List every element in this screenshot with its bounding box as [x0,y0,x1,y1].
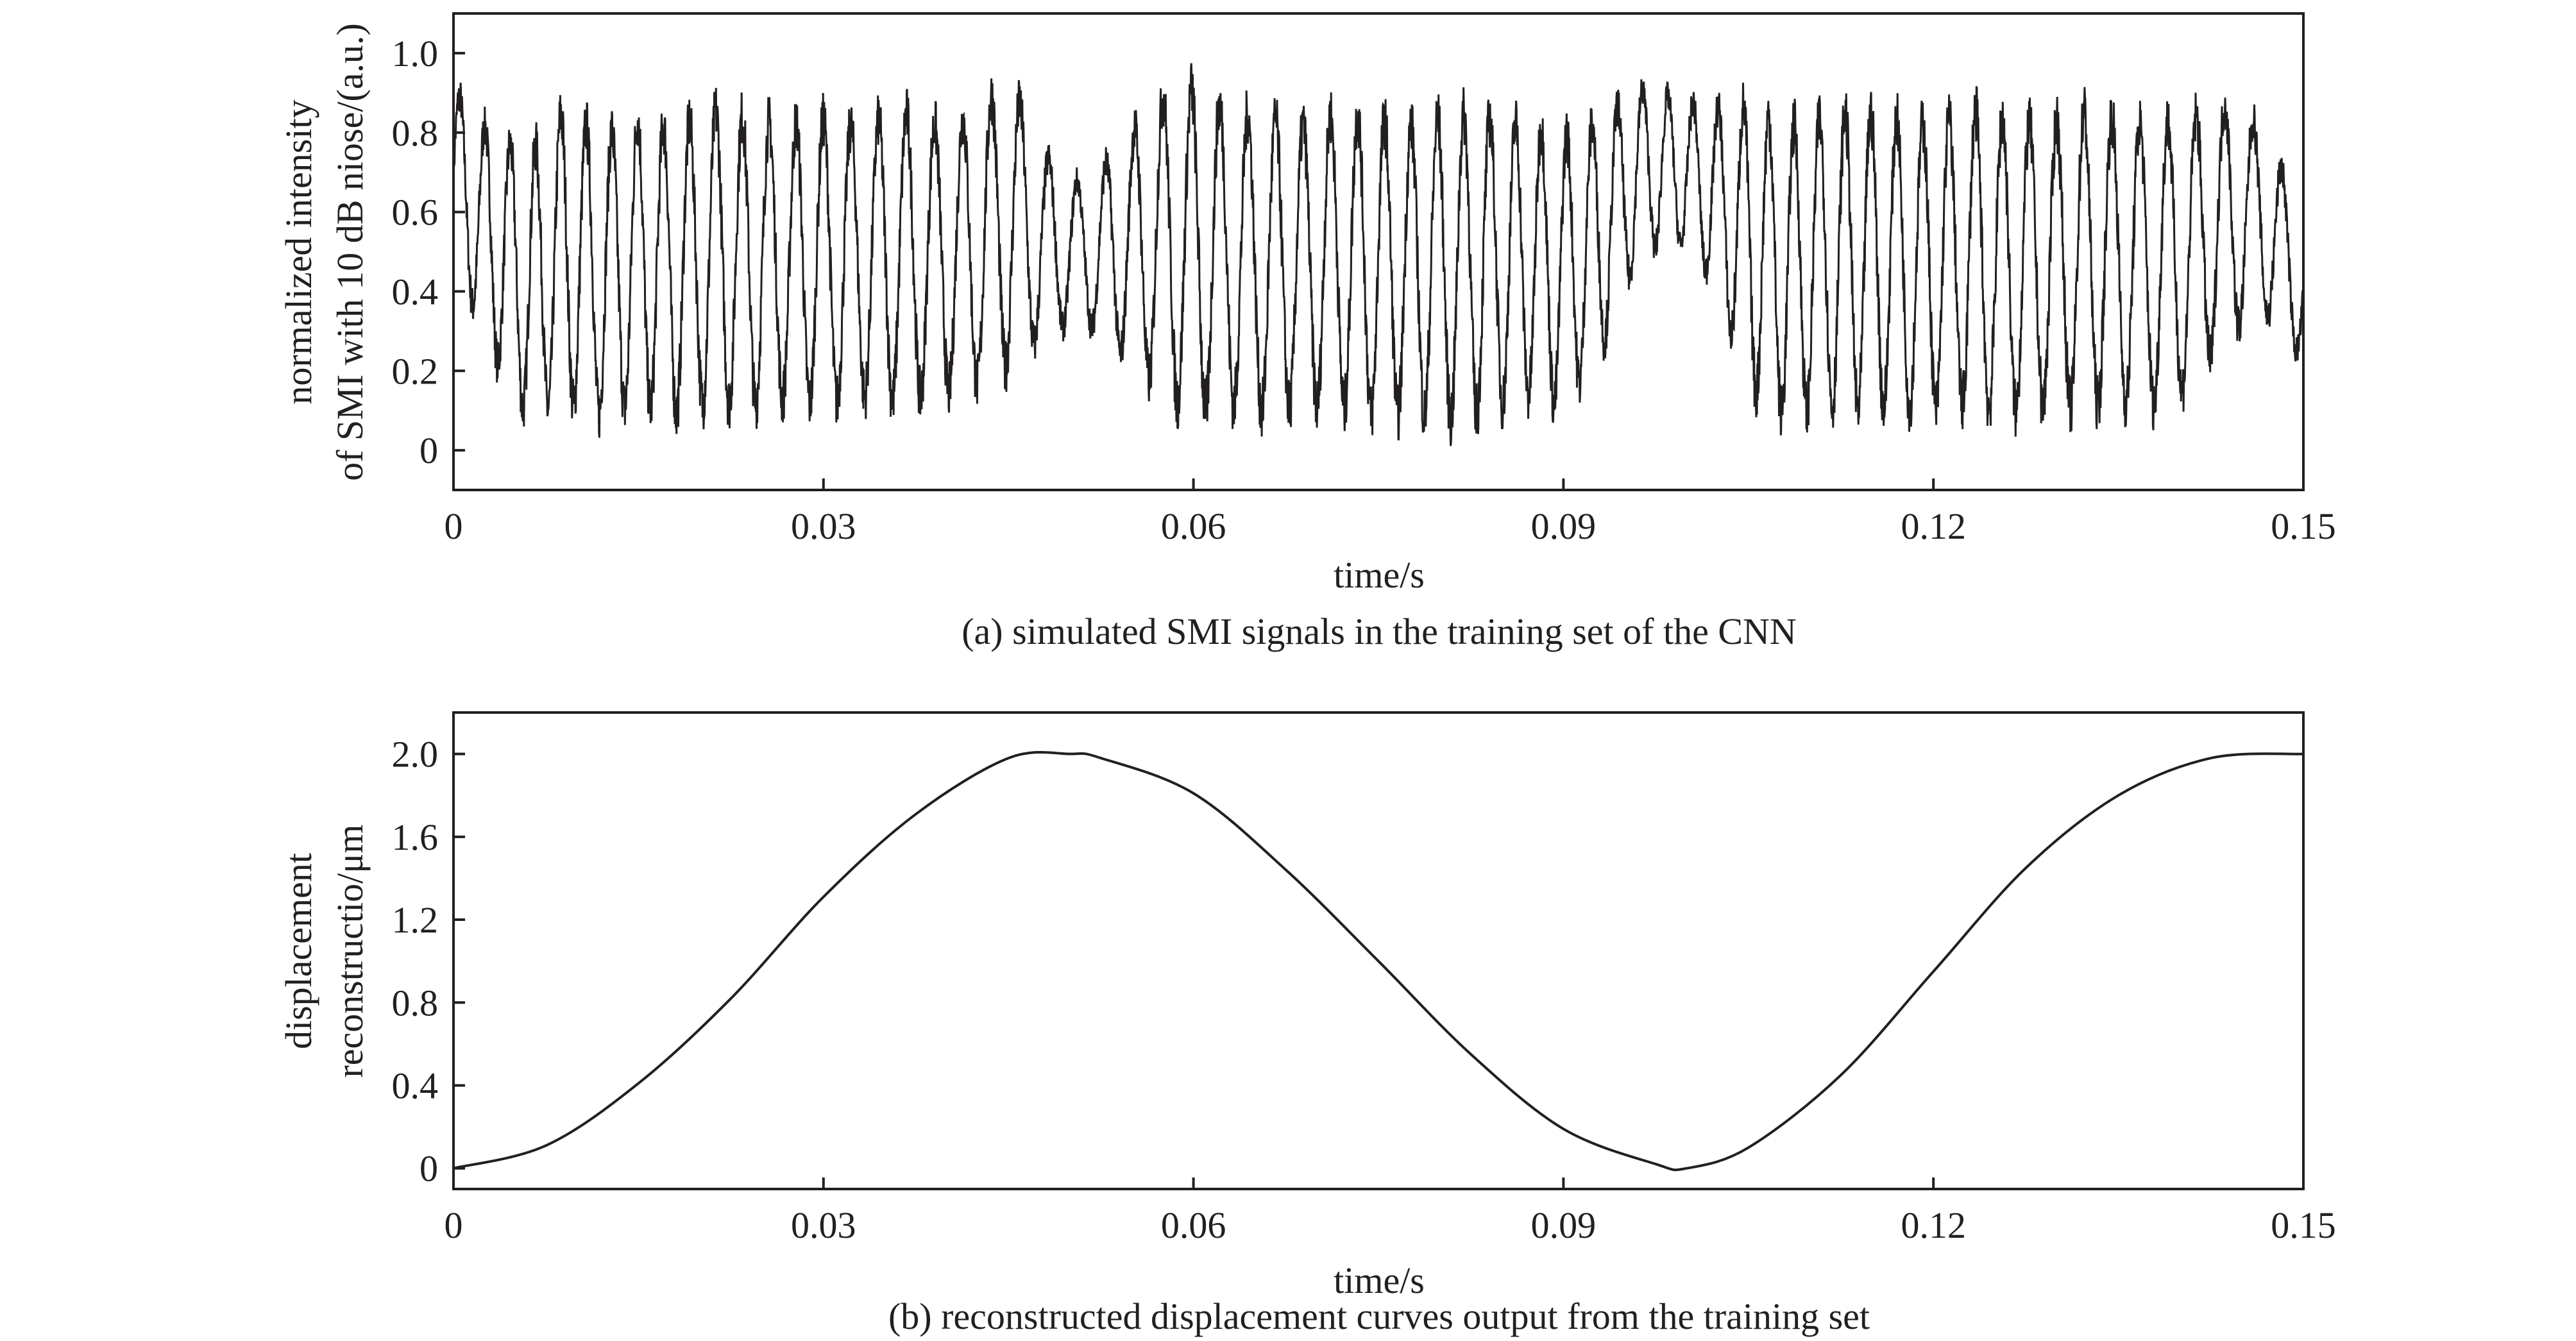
panel-b-xtick-label: 0.15 [2271,1204,2336,1246]
panel-a-ytick-label: 0.2 [392,350,439,392]
panel-a-signal-series [452,63,2305,446]
panel-b-xtick-label: 0 [445,1204,463,1246]
panel-a-caption: (a) simulated SMI signals in the trainin… [962,611,1797,652]
panel-a-frame [452,12,2305,491]
panel-b-ytick-label: 1.6 [392,816,439,858]
panel-a-xtick-label: 0.06 [1161,505,1226,547]
panel-a-ytick-label: 0.8 [392,112,439,154]
panel-b-frame [452,711,2305,1190]
panel-a-xtick-label: 0.15 [2271,505,2336,547]
panel-a-xlabel: time/s [1334,554,1425,596]
panel-b-xlabel: time/s [1334,1260,1425,1301]
panel-b-xtick-label: 0.03 [791,1204,856,1246]
panel-a-ytick-label: 0.4 [392,271,439,312]
panel-b-displacement-curve [453,750,2304,1172]
panel-a-xtick-label: 0.09 [1531,505,1597,547]
panel-b-ytick-label: 0.8 [392,982,439,1024]
panel-a-ylabel-line-2: of SMI with 10 dB niose/(a.u.) [329,23,371,481]
panel-b-ytick-label: 2.0 [392,734,439,775]
panel-a-ylabel-line-1: normalized intensity [278,99,319,404]
panel-b-xtick-label: 0.06 [1161,1204,1226,1246]
panel-a-xtick-label: 0 [445,505,463,547]
panel-a-ytick-label: 0.6 [392,192,439,233]
panel-a-ytick-label: 1.0 [392,33,439,74]
panel-a-smi-signal: 0 0.03 0.06 0.09 0.12 0.15 0 0.2 0.4 0.6 0.8 1.0 no… [278,12,2336,652]
panel-b-ytick-label: 0 [419,1148,438,1190]
panel-a-ytick-label: 0 [419,430,438,471]
panel-b-displacement: 0 0.03 0.06 0.09 0.12 0.15 0 0.4 0.8 1.2 1.6 2.0 di… [278,711,2336,1337]
panel-b-xtick-label: 0.09 [1531,1204,1597,1246]
panel-b-xtick-label: 0.12 [1901,1204,1966,1246]
panel-b-ytick-label: 0.4 [392,1065,439,1106]
panel-a-ticks: 0 0.03 0.06 0.09 0.12 0.15 0 0.2 0.4 0.6 0.8 1.0 [392,33,2336,547]
panel-b-ytick-label: 1.2 [392,899,439,941]
panel-b-ticks: 0 0.03 0.06 0.09 0.12 0.15 0 0.4 0.8 1.2 1.6 2.0 [392,734,2336,1246]
panel-b-ylabel-line-1: displacement [278,853,319,1049]
panel-b-caption: (b) reconstructed displacement curves ou… [888,1295,1870,1337]
panel-a-xtick-label: 0.12 [1901,505,1966,547]
panel-a-signal-line [452,63,2305,446]
panel-a-xtick-label: 0.03 [791,505,856,547]
panel-b-ylabel-line-2: reconstructio/μm [329,824,371,1077]
